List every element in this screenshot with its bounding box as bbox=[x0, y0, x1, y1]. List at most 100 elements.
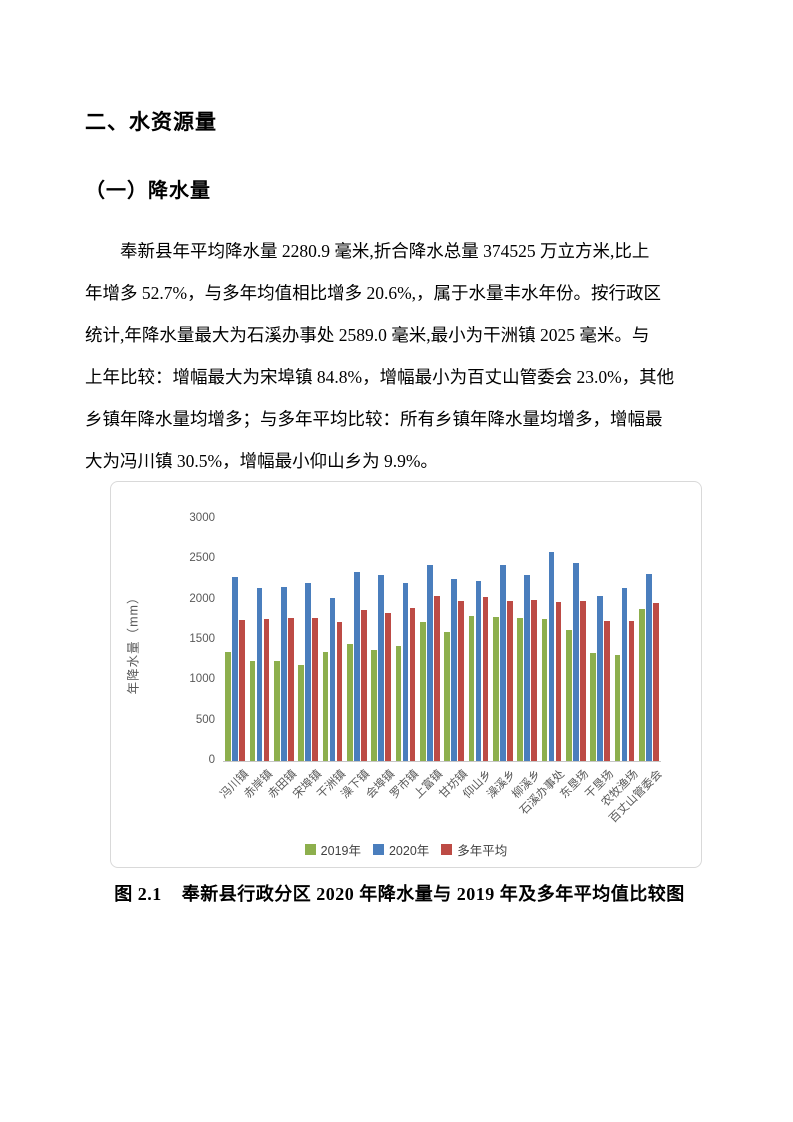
bar-group bbox=[393, 519, 417, 761]
y-tick-label: 1000 bbox=[189, 673, 215, 686]
y-tick-label: 0 bbox=[208, 754, 215, 766]
bar-2020年 bbox=[329, 597, 336, 761]
bar-2020年 bbox=[402, 583, 409, 761]
bar-group bbox=[588, 519, 612, 761]
bar-2019年 bbox=[420, 622, 426, 761]
bar-group bbox=[247, 519, 271, 761]
precipitation-bar-chart: 年降水量（mm） 0 500 1000 1500 2000 2500 3000 冯川镇 赤岸镇… bbox=[110, 481, 702, 868]
body-paragraph: 奉新县年平均降水量 2280.9 毫米,折合降水总量 374525 万立方米,比… bbox=[85, 230, 714, 482]
figure-caption: 图 2.1 奉新县行政分区 2020 年降水量与 2019 年及多年平均值比较图 bbox=[114, 884, 685, 904]
bar-group bbox=[564, 519, 588, 761]
bar-多年平均 bbox=[531, 600, 537, 761]
y-tick-label: 500 bbox=[195, 713, 215, 726]
paragraph-line: 统计,年降水量最大为石溪办事处 2589.0 毫米,最小为干洲镇 2025 毫米… bbox=[85, 325, 650, 345]
paragraph-line: 上年比较：增幅最大为宋埠镇 84.8%，增幅最小为百丈山管委会 23.0%，其他 bbox=[85, 367, 675, 387]
bar-2019年 bbox=[395, 646, 402, 761]
bar-group bbox=[369, 519, 393, 761]
bar-2020年 bbox=[256, 588, 263, 761]
bar-2019年 bbox=[322, 652, 329, 761]
bar-多年平均 bbox=[385, 612, 391, 761]
bar-group bbox=[637, 519, 661, 761]
bar-多年平均 bbox=[555, 601, 562, 761]
bar-2020年 bbox=[621, 587, 628, 761]
bar-group bbox=[515, 519, 539, 761]
bar-2019年 bbox=[274, 660, 280, 761]
legend-item: 2020年 bbox=[372, 840, 430, 859]
bar-多年平均 bbox=[336, 621, 343, 761]
bar-多年平均 bbox=[288, 617, 294, 761]
bar-2020年 bbox=[427, 564, 433, 761]
bar-2020年 bbox=[451, 579, 457, 761]
plot-area bbox=[223, 519, 661, 762]
bar-多年平均 bbox=[434, 596, 440, 761]
bar-多年平均 bbox=[507, 601, 513, 761]
bar-2020年 bbox=[475, 580, 482, 761]
paragraph-line: 奉新县年平均降水量 2280.9 毫米,折合降水总量 374525 万立方米,比… bbox=[120, 241, 650, 261]
bar-group bbox=[272, 519, 296, 761]
chart-legend: 2019年 2020年 多年平均 bbox=[111, 840, 701, 859]
bar-group bbox=[466, 519, 490, 761]
bar-2019年 bbox=[614, 654, 621, 761]
bar-2020年 bbox=[573, 563, 579, 761]
paragraph-line: 乡镇年降水量均增多；与多年平均比较：所有乡镇年降水量均增多，增幅最 bbox=[85, 409, 663, 429]
legend-item: 2019年 bbox=[304, 840, 361, 859]
legend-swatch-icon bbox=[441, 844, 453, 855]
bar-多年平均 bbox=[312, 618, 318, 761]
bar-2020年 bbox=[354, 572, 360, 761]
bar-group bbox=[442, 519, 466, 761]
section-heading: 二、水资源量 bbox=[85, 111, 217, 134]
bar-2020年 bbox=[646, 574, 652, 761]
y-tick-label: 3000 bbox=[189, 512, 215, 524]
y-tick-label: 2500 bbox=[189, 552, 215, 565]
bar-2019年 bbox=[590, 652, 596, 761]
bar-2020年 bbox=[378, 574, 384, 761]
legend-item: 多年平均 bbox=[441, 840, 507, 859]
bar-2019年 bbox=[371, 649, 377, 761]
legend-swatch-icon bbox=[304, 844, 316, 855]
bar-2019年 bbox=[541, 619, 548, 761]
y-tick-label: 2000 bbox=[189, 592, 215, 605]
bar-多年平均 bbox=[239, 619, 245, 761]
bar-多年平均 bbox=[263, 618, 270, 761]
bar-多年平均 bbox=[361, 610, 367, 761]
bar-多年平均 bbox=[604, 620, 610, 761]
bar-2020年 bbox=[500, 564, 506, 761]
bar-group bbox=[418, 519, 442, 761]
bar-多年平均 bbox=[409, 608, 416, 761]
bar-2019年 bbox=[444, 631, 450, 761]
y-axis-title: 年降水量（mm） bbox=[126, 590, 141, 695]
bar-2019年 bbox=[493, 617, 499, 761]
bar-2019年 bbox=[347, 644, 353, 761]
bar-2020年 bbox=[548, 552, 555, 761]
bar-group bbox=[345, 519, 369, 761]
bar-2019年 bbox=[225, 652, 231, 761]
bar-2020年 bbox=[281, 587, 287, 761]
bar-多年平均 bbox=[628, 621, 635, 761]
bar-2019年 bbox=[249, 661, 256, 761]
bar-2020年 bbox=[524, 574, 530, 761]
legend-label: 2020年 bbox=[388, 844, 430, 858]
bar-group bbox=[296, 519, 320, 761]
sub-heading: （一）降水量 bbox=[85, 180, 211, 202]
bar-2020年 bbox=[232, 576, 238, 761]
paragraph-line: 年增多 52.7%，与多年均值相比增多 20.6%,，属于水量丰水年份。按行政区 bbox=[85, 283, 662, 303]
legend-label: 2019年 bbox=[320, 844, 361, 858]
bar-group bbox=[491, 519, 515, 761]
bar-多年平均 bbox=[482, 596, 489, 761]
paragraph-line: 大为冯川镇 30.5%，增幅最小仰山乡为 9.9%。 bbox=[85, 451, 438, 471]
bar-2019年 bbox=[517, 617, 523, 761]
bar-2019年 bbox=[639, 609, 645, 761]
bar-2020年 bbox=[305, 582, 311, 761]
bar-2020年 bbox=[597, 596, 603, 761]
bar-2019年 bbox=[468, 616, 475, 761]
bar-group bbox=[539, 519, 563, 761]
y-tick-label: 1500 bbox=[189, 633, 215, 645]
bar-group bbox=[223, 519, 247, 761]
bar-多年平均 bbox=[580, 600, 586, 761]
legend-swatch-icon bbox=[372, 844, 384, 855]
bar-2019年 bbox=[298, 664, 304, 761]
bar-2019年 bbox=[566, 629, 572, 761]
bar-多年平均 bbox=[653, 602, 659, 761]
bar-group bbox=[320, 519, 344, 761]
